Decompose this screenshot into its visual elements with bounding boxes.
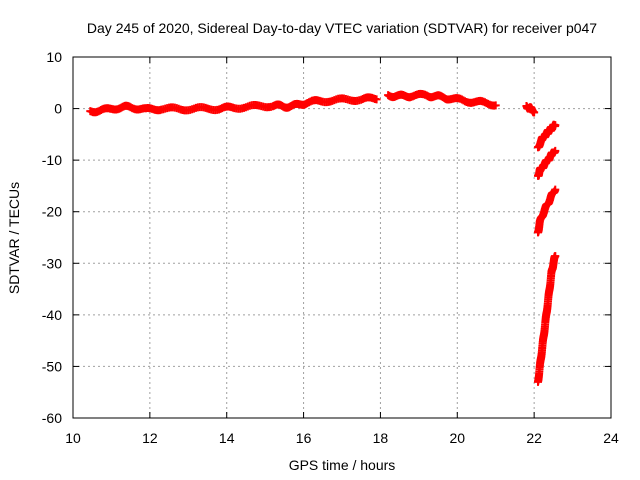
y-tick-label: -60: [42, 410, 62, 426]
series-segment-2: [384, 89, 500, 110]
y-tick-label: 10: [46, 49, 62, 65]
x-tick-label: 20: [449, 430, 465, 446]
plot-frame: [72, 56, 612, 419]
x-tick-label: 14: [219, 430, 235, 446]
series-segment-3: [522, 101, 539, 117]
data-point: [491, 101, 500, 110]
series-arc-3: [533, 185, 560, 237]
y-axis-label: SDTVAR / TECUs: [6, 182, 22, 294]
y-tick-label: -50: [42, 358, 62, 374]
axis-ticks: 10 12 14 16 18 20 22 24 10 0 -10 -20 -30 -40 -50 -60: [42, 49, 619, 446]
data-point: [530, 108, 539, 117]
series-arc-1: [533, 120, 560, 152]
y-tick-label: 0: [54, 101, 62, 117]
y-tick-label: -40: [42, 307, 62, 323]
data-point: [372, 95, 381, 104]
data-point: [551, 121, 560, 130]
x-tick-label: 24: [603, 430, 619, 446]
y-tick-label: -20: [42, 204, 62, 220]
data-point: [551, 146, 560, 155]
x-axis-label: GPS time / hours: [289, 457, 396, 473]
y-tick-label: -30: [42, 255, 62, 271]
x-tick-label: 10: [65, 430, 81, 446]
data-point: [551, 252, 560, 261]
grid: [73, 57, 611, 418]
x-tick-label: 18: [373, 430, 389, 446]
chart-title: Day 245 of 2020, Sidereal Day-to-day VTE…: [87, 20, 597, 36]
x-tick-label: 22: [526, 430, 542, 446]
x-tick-label: 12: [142, 430, 158, 446]
data-markers: [86, 89, 560, 386]
series-arc-4: [533, 252, 560, 386]
series-main: [86, 93, 381, 117]
series-arc-2: [533, 146, 560, 180]
data-point: [551, 185, 560, 194]
x-tick-label: 16: [296, 430, 312, 446]
y-tick-label: -10: [42, 152, 62, 168]
